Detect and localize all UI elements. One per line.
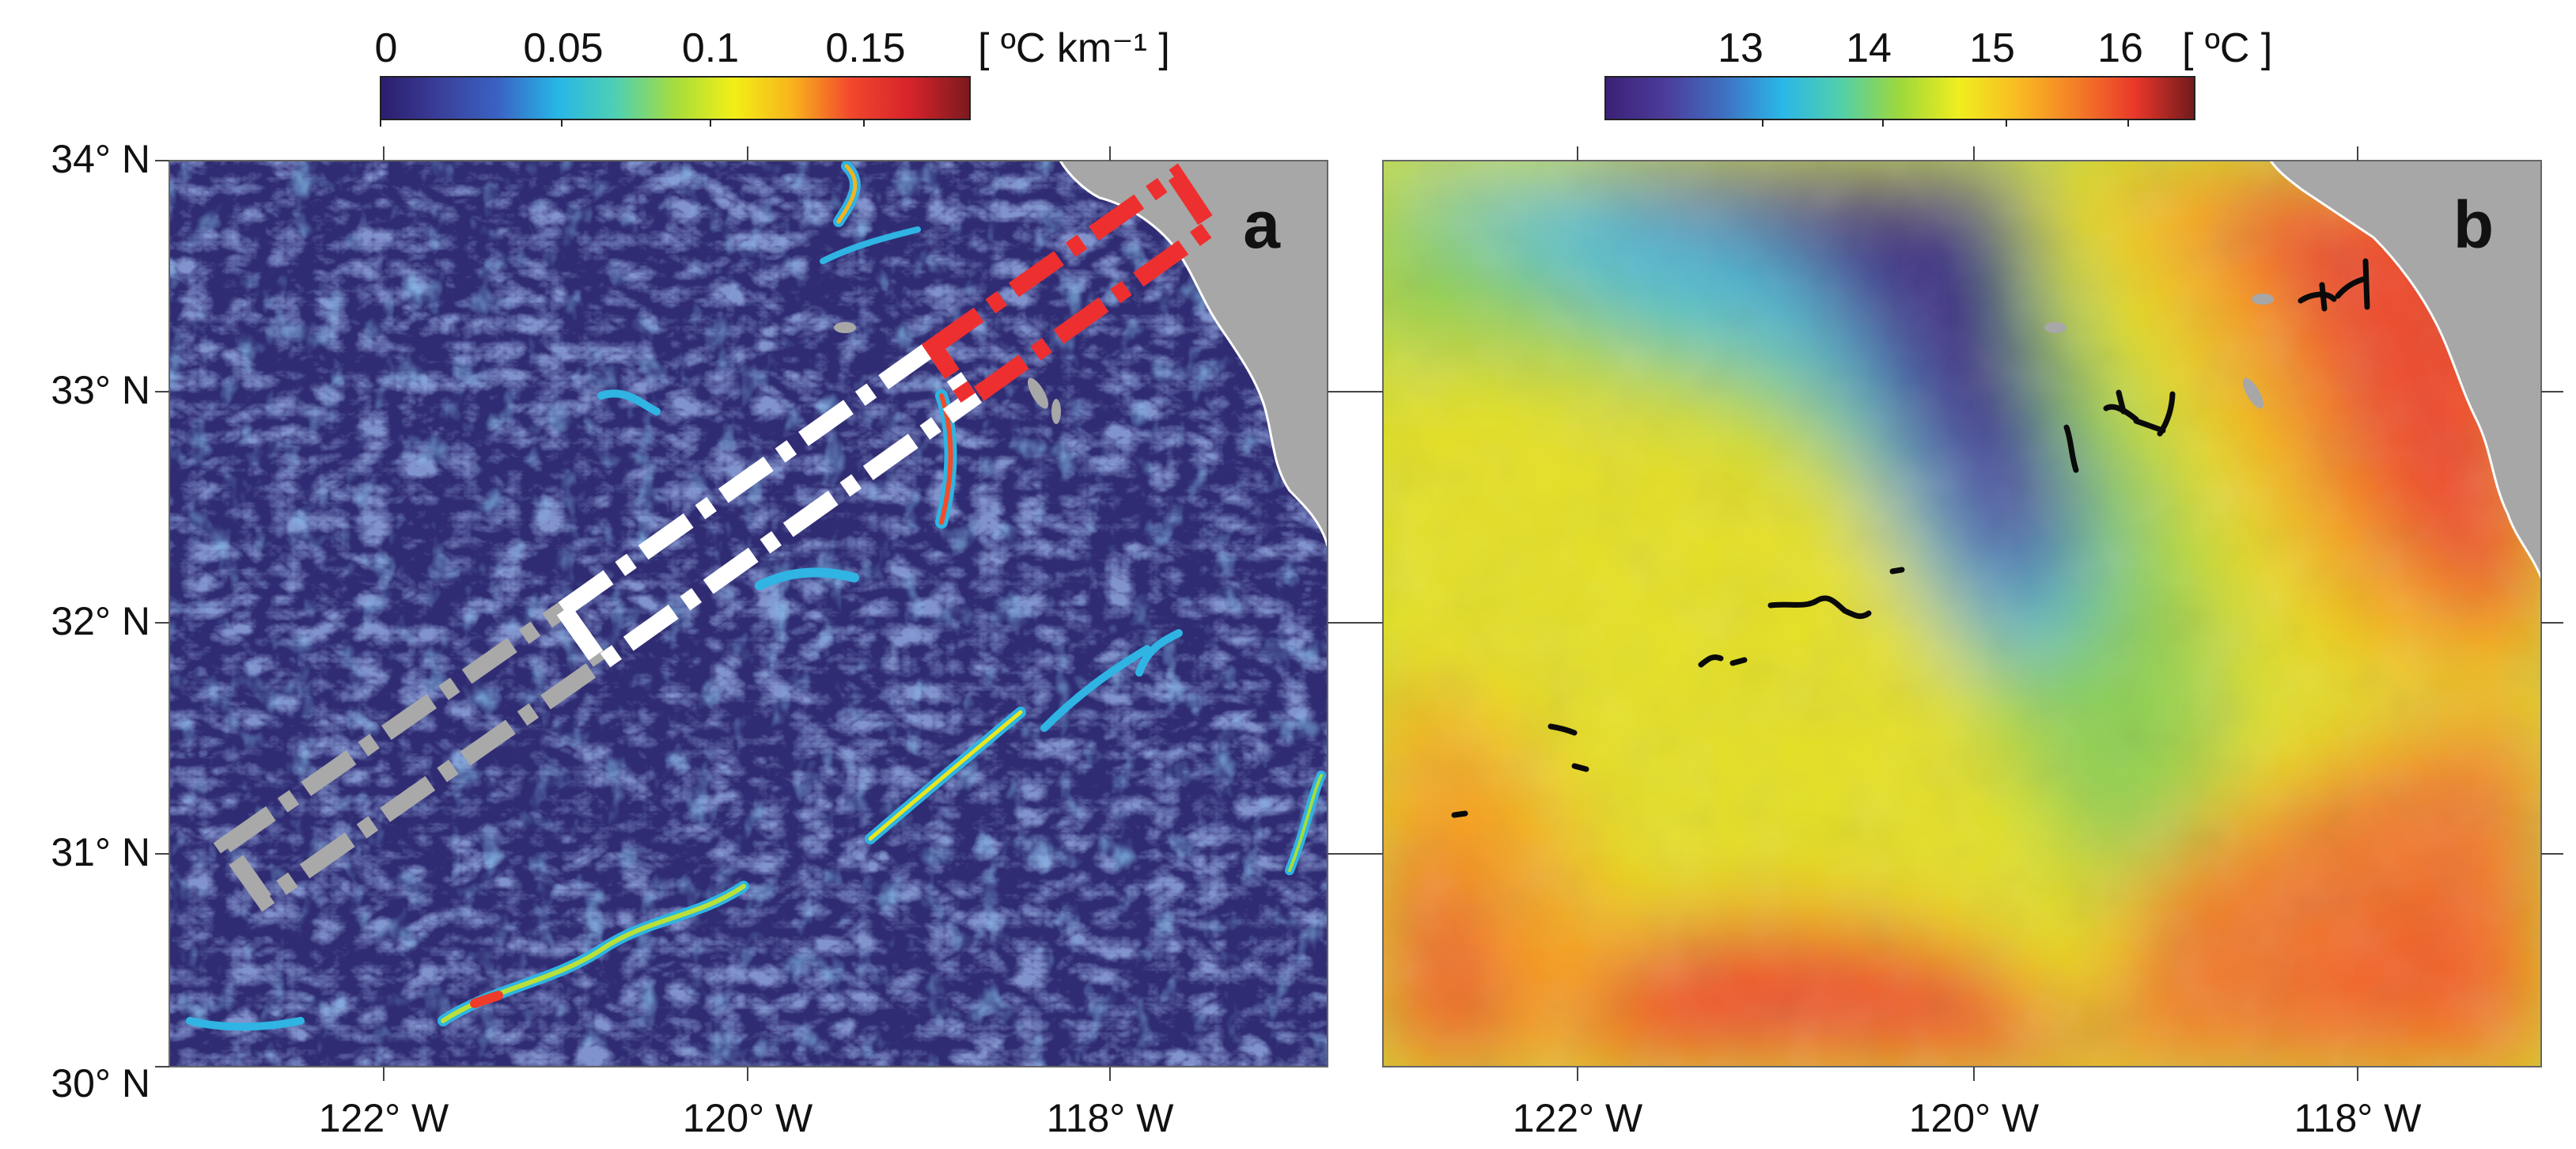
island-b1 <box>2044 322 2066 333</box>
colorbar-b-tick-0: 13 <box>1718 25 1763 71</box>
land-mask-a <box>1060 161 1328 546</box>
island-b3 <box>2252 294 2274 305</box>
lon-label-b-122: 122° W <box>1513 1096 1643 1140</box>
island-a2 <box>1028 377 1048 409</box>
colorbar-b-tick-1: 14 <box>1846 25 1892 71</box>
colorbar-b: 13 14 15 16 [ ºC ] <box>1604 25 2272 127</box>
colorbar-b-unit: [ ºC ] <box>2182 25 2272 71</box>
colorbar-a-unit: [ ºC km⁻¹ ] <box>978 25 1170 71</box>
lat-label-30: 30° N <box>51 1061 150 1105</box>
lon-label-b-120: 120° W <box>1909 1096 2040 1140</box>
colorbar-a-tick-1: 0.05 <box>523 25 603 71</box>
box-gray <box>213 597 614 912</box>
panel-b-sst-map: b <box>1382 160 2542 1067</box>
colorbar-b-bar <box>1604 76 2195 120</box>
colorbar-a-tick-3: 0.15 <box>825 25 905 71</box>
lat-label-31: 31° N <box>51 830 150 874</box>
land-mask-b <box>2271 161 2541 578</box>
colorbar-a-bar <box>380 76 971 120</box>
island-b2 <box>2243 377 2263 409</box>
analysis-boxes <box>213 163 1223 912</box>
island-a1 <box>834 322 856 333</box>
box-red <box>921 163 1223 413</box>
lon-label-a-118: 118° W <box>1047 1096 1175 1140</box>
colorbar-a-tick-0: 0 <box>375 25 398 71</box>
panel-b-letter: b <box>2453 188 2494 262</box>
panel-a-letter: a <box>1243 188 1281 262</box>
panel-b-frame <box>1382 160 2542 1067</box>
colorbar-a: 0 0.05 0.1 0.15 [ ºC km⁻¹ ] <box>375 25 1170 127</box>
panel-a-sst-gradient-map: a <box>169 160 1328 1067</box>
box-white <box>551 334 983 676</box>
lat-label-34: 34° N <box>51 137 150 181</box>
lat-label-33: 33° N <box>51 368 150 412</box>
colorbar-b-tick-2: 15 <box>1969 25 2015 71</box>
lon-label-a-120: 120° W <box>683 1096 813 1140</box>
colorbar-a-tick-2: 0.1 <box>682 25 739 71</box>
island-a3 <box>1051 399 1061 424</box>
lat-label-32: 32° N <box>51 599 150 643</box>
longitude-axis: 122° W 120° W 118° W 122° W 120° W 118° … <box>319 146 2422 1140</box>
front-filaments <box>186 161 1326 1031</box>
latitude-axis: 34° N 33° N 32° N 31° N 30° N <box>51 137 2563 1105</box>
colorbar-b-ticks <box>1762 119 2129 127</box>
gradient-texture-fine <box>169 161 1328 1067</box>
lon-label-a-122: 122° W <box>319 1096 449 1140</box>
sst-texture <box>1383 161 2541 1067</box>
colorbar-b-tick-3: 16 <box>2097 25 2143 71</box>
lon-label-b-118: 118° W <box>2294 1096 2423 1140</box>
observation-tracks <box>1451 258 2370 818</box>
colorbar-a-ticks <box>380 119 865 127</box>
